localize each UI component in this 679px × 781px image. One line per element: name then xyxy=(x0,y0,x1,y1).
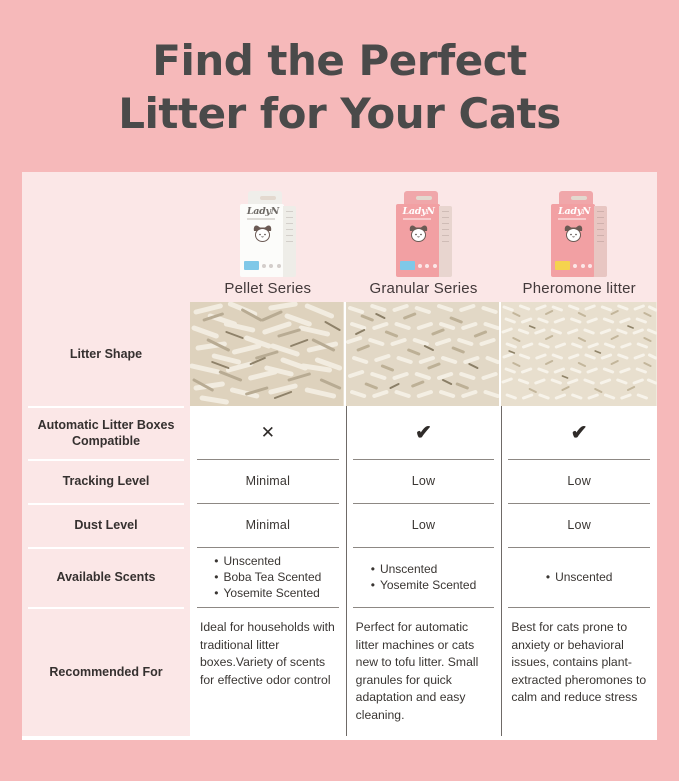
recommended-text-pellet: Ideal for households with traditional li… xyxy=(200,620,335,687)
bag-subtitle-line xyxy=(246,218,275,220)
list-item: Yosemite Scented xyxy=(371,577,476,593)
litter-photo-cell-pheromone xyxy=(501,302,658,406)
recommended-text-pheromone: Best for cats prone to anxiety or behavi… xyxy=(511,620,647,704)
scent-list-pheromone: Unscented xyxy=(546,569,612,585)
bag-feature-icons xyxy=(573,262,593,269)
table-row-available-scents: Available Scents Unscented Boba Tea Scen… xyxy=(22,547,658,607)
bag-side-text xyxy=(441,211,449,255)
recommended-cell-pellet: Ideal for households with traditional li… xyxy=(190,607,346,736)
table-row-tracking-level: Tracking Level Minimal Low Low xyxy=(22,459,658,503)
litter-photo-cell-granular xyxy=(345,302,502,406)
tracking-value-pheromone: Low xyxy=(567,474,591,488)
list-item: Boba Tea Scented xyxy=(214,569,322,585)
scent-list-granular: Unscented Yosemite Scented xyxy=(371,561,477,593)
page-title: Find the Perfect Litter for Your Cats xyxy=(0,34,679,140)
cross-icon: ✕ xyxy=(260,423,275,442)
bag-side-text xyxy=(597,211,605,255)
cat-face-icon xyxy=(564,225,583,242)
bag-brand-logo: LadyN xyxy=(558,206,591,217)
bag-variant-tag xyxy=(555,261,571,270)
row-label-automatic-compatible: Automatic Litter Boxes Compatible xyxy=(22,406,190,459)
scents-cell-granular: Unscented Yosemite Scented xyxy=(345,547,502,607)
bag-handle-slot xyxy=(415,196,432,200)
litter-texture-medium-granules xyxy=(345,302,502,406)
table-row-recommended-for: Recommended For Ideal for households wit… xyxy=(22,607,658,736)
table-row-automatic-compatible: Automatic Litter Boxes Compatible ✕ ✔ ✔ xyxy=(22,406,658,459)
dust-value-granular: Low xyxy=(411,518,436,532)
row-label-litter-shape: Litter Shape xyxy=(22,302,190,406)
compat-cell-pellet: ✕ xyxy=(190,406,346,459)
bag-feature-icons xyxy=(417,262,437,269)
product-column-granular[interactable]: LadyN xyxy=(345,172,502,302)
column-title-granular: Granular Series xyxy=(369,280,478,297)
product-bag-granular: LadyN xyxy=(395,183,452,277)
product-bag-pheromone: LadyN xyxy=(551,183,608,277)
table-row-dust-level: Dust Level Minimal Low Low xyxy=(22,503,658,547)
litter-photo-cell-pellet xyxy=(190,302,346,406)
bag-side-panel xyxy=(594,206,608,277)
litter-texture-long-pellets xyxy=(190,302,346,406)
scents-cell-pheromone: Unscented xyxy=(501,547,658,607)
compat-cell-granular: ✔ xyxy=(345,406,502,459)
column-title-pheromone: Pheromone litter xyxy=(522,280,636,297)
dust-value-pheromone: Low xyxy=(567,518,591,532)
tracking-value-pellet: Minimal xyxy=(245,474,291,488)
column-title-pellet: Pellet Series xyxy=(224,280,312,297)
cat-face-icon xyxy=(253,225,272,242)
recommended-cell-pheromone: Best for cats prone to anxiety or behavi… xyxy=(501,607,658,736)
dust-value-pellet: Minimal xyxy=(245,518,291,532)
table-header-row: LadyN xyxy=(22,172,658,302)
check-icon: ✔ xyxy=(415,421,432,444)
dust-cell-pellet: Minimal xyxy=(190,503,346,547)
dust-cell-granular: Low xyxy=(345,503,502,547)
table-row-litter-shape: Litter Shape xyxy=(22,302,658,406)
tracking-cell-pellet: Minimal xyxy=(190,459,346,503)
litter-texture-fine-granules xyxy=(501,302,658,406)
product-bag-pellet: LadyN xyxy=(239,183,296,277)
bag-side-panel xyxy=(438,206,452,277)
bag-side-text xyxy=(285,211,293,255)
tracking-cell-pheromone: Low xyxy=(501,459,658,503)
cat-face-icon xyxy=(409,225,427,242)
title-line-1: Find the Perfect xyxy=(152,36,527,85)
bag-variant-tag xyxy=(243,261,259,270)
tracking-cell-granular: Low xyxy=(345,459,502,503)
row-label-tracking-level: Tracking Level xyxy=(22,459,190,503)
scents-cell-pellet: Unscented Boba Tea Scented Yosemite Scen… xyxy=(190,547,346,607)
product-column-pheromone[interactable]: LadyN xyxy=(501,172,658,302)
recommended-text-granular: Perfect for automatic litter machines or… xyxy=(355,620,479,722)
list-item: Yosemite Scented xyxy=(214,585,321,601)
list-item: Unscented xyxy=(214,553,321,569)
comparison-table: LadyN xyxy=(22,172,658,740)
row-label-recommended-for: Recommended For xyxy=(22,607,190,736)
bag-brand-logo: LadyN xyxy=(402,206,435,217)
product-column-pellet[interactable]: LadyN xyxy=(190,172,346,302)
title-line-2: Litter for Your Cats xyxy=(118,89,561,138)
row-label-available-scents: Available Scents xyxy=(22,547,190,607)
bag-handle-slot xyxy=(571,196,588,200)
tracking-value-granular: Low xyxy=(411,474,436,488)
recommended-cell-granular: Perfect for automatic litter machines or… xyxy=(345,607,502,736)
bag-handle-slot xyxy=(259,196,276,200)
bag-subtitle-line xyxy=(558,218,587,220)
dust-cell-pheromone: Low xyxy=(501,503,658,547)
list-item: Unscented xyxy=(371,561,477,577)
bag-side-panel xyxy=(282,206,296,277)
bag-feature-icons xyxy=(261,262,281,269)
check-icon: ✔ xyxy=(570,421,588,444)
header-corner-cell xyxy=(22,172,190,302)
bag-variant-tag xyxy=(399,261,415,270)
compat-cell-pheromone: ✔ xyxy=(501,406,658,459)
row-label-dust-level: Dust Level xyxy=(22,503,190,547)
bag-brand-logo: LadyN xyxy=(246,206,280,217)
bag-subtitle-line xyxy=(402,218,431,220)
scent-list-pellet: Unscented Boba Tea Scented Yosemite Scen… xyxy=(214,553,322,601)
list-item: Unscented xyxy=(546,569,612,585)
